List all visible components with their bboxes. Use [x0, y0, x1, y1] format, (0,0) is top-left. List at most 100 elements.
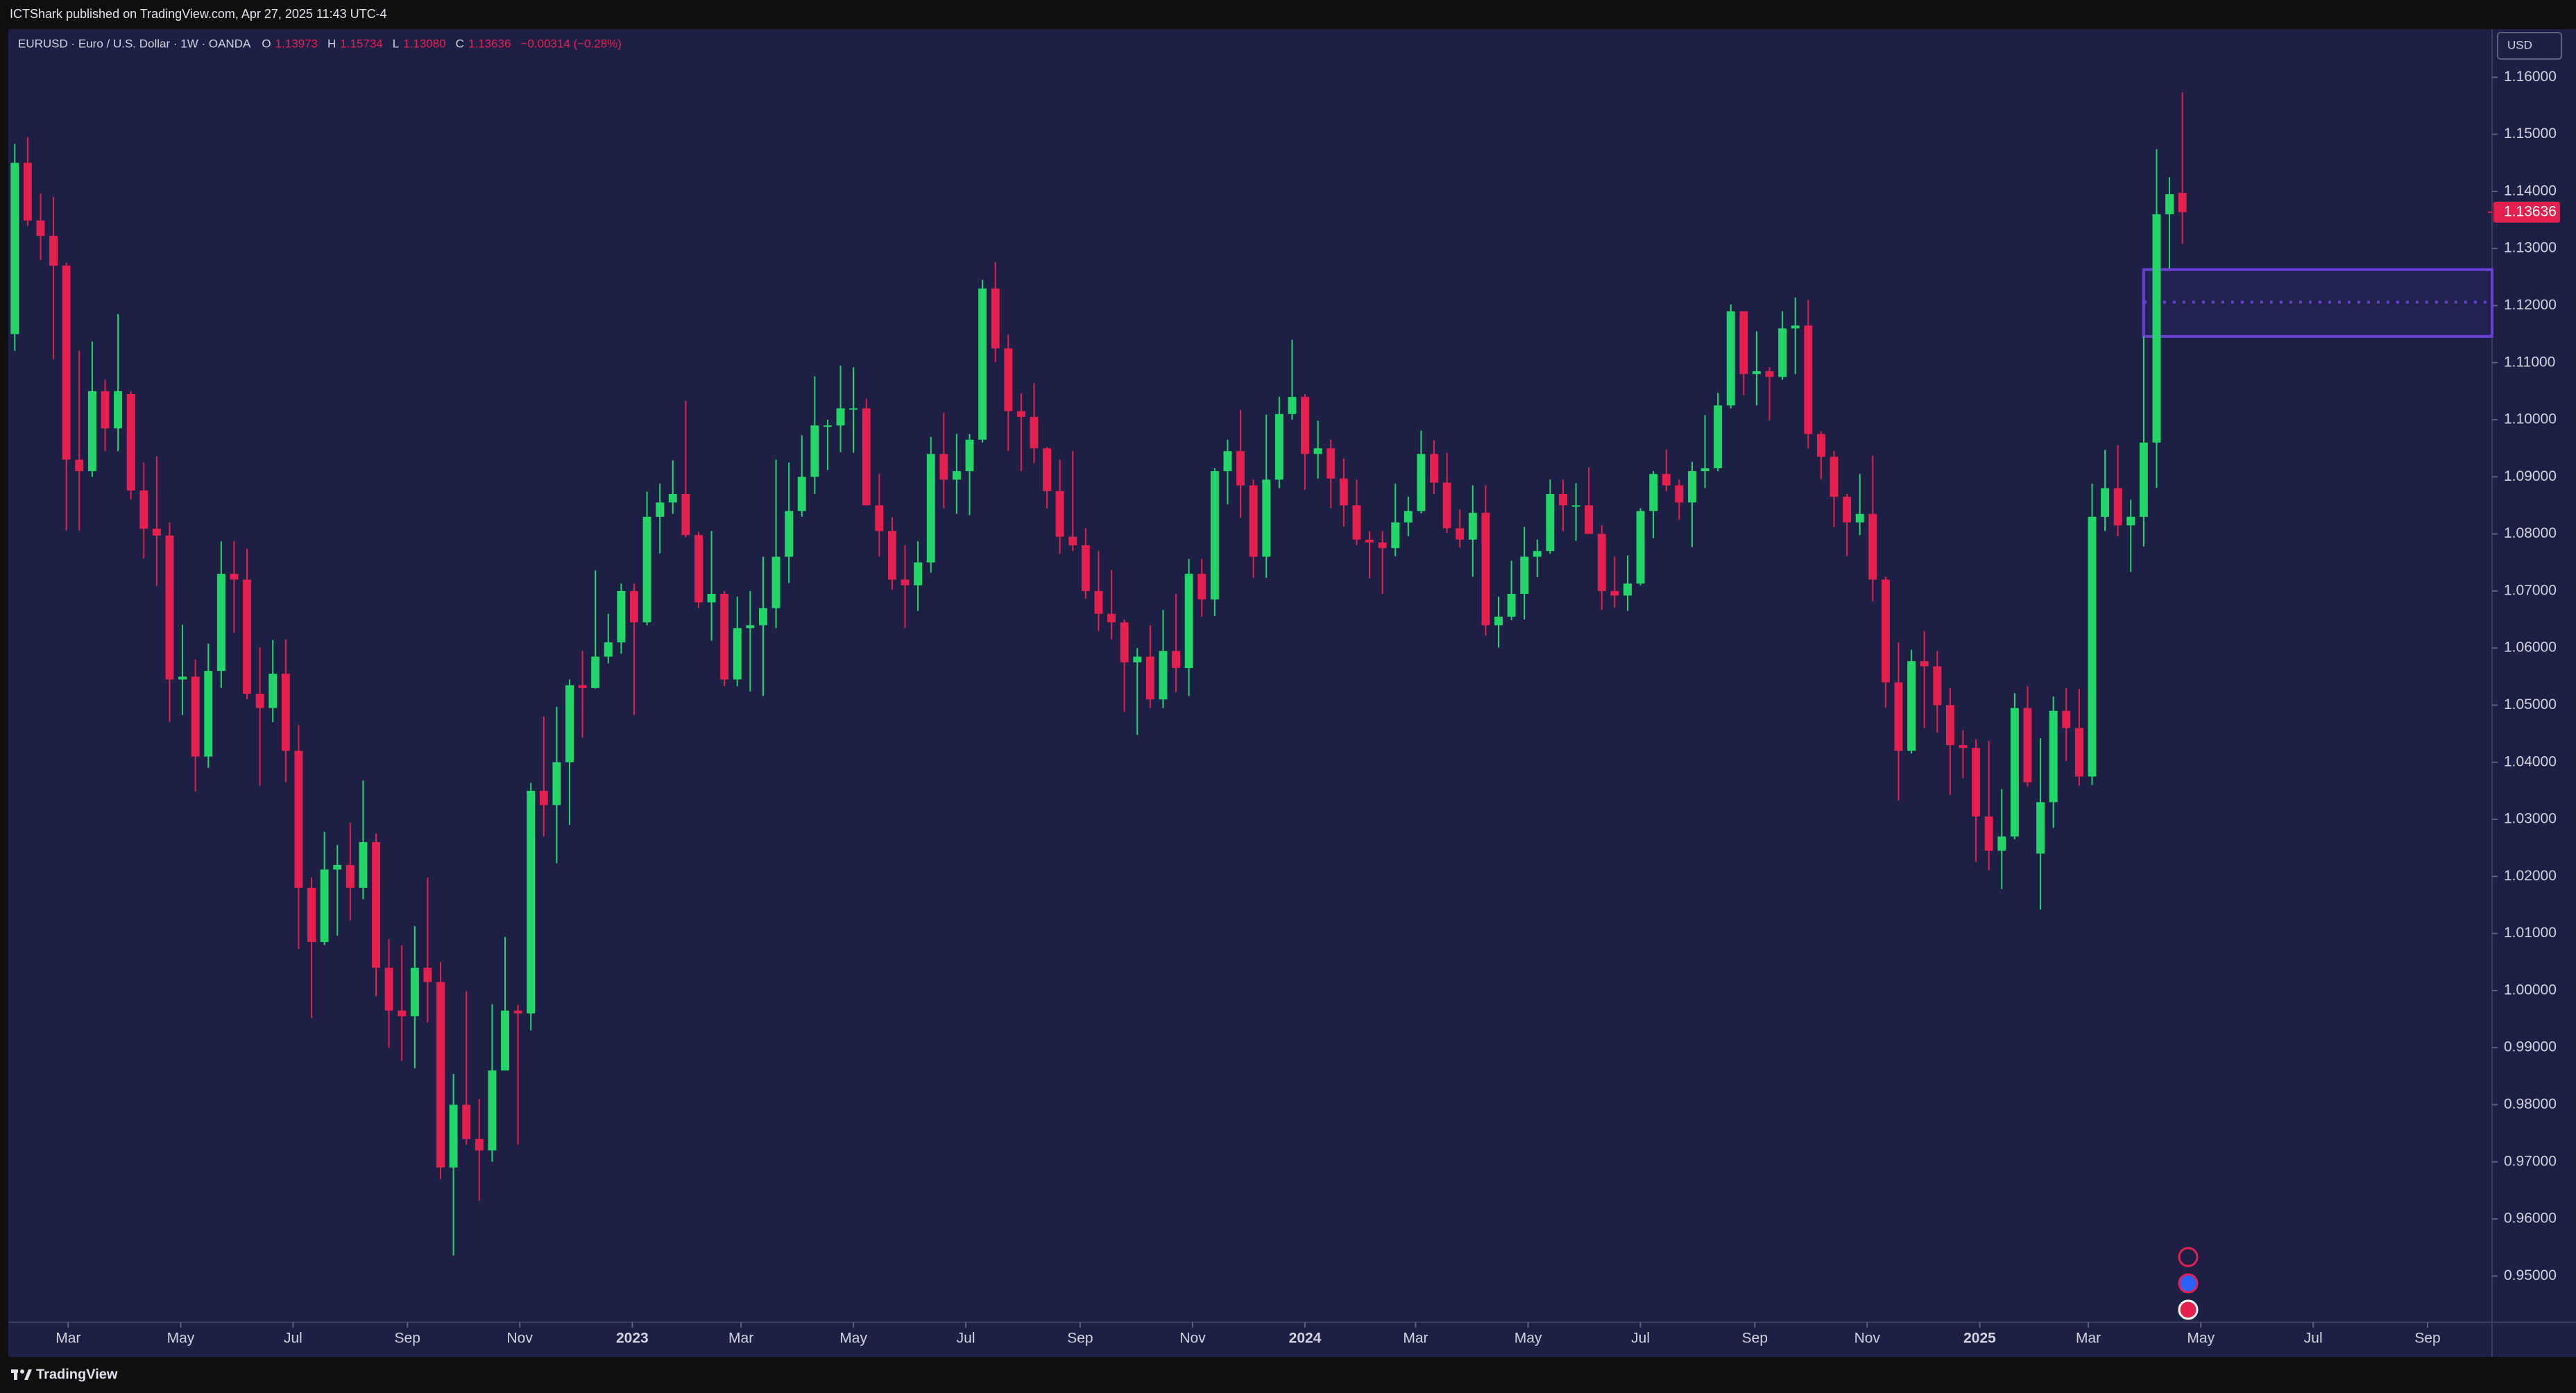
candle-body	[243, 579, 252, 694]
candle-body	[372, 841, 380, 968]
candle-body	[539, 790, 548, 805]
candle-body	[1816, 434, 1825, 457]
candles	[10, 92, 2187, 1256]
candle-body	[1945, 705, 1954, 746]
x-tick-label: Mar	[1403, 1331, 1428, 1347]
y-tick-label: 1.02000	[2504, 868, 2557, 884]
candle-body	[1378, 542, 1387, 549]
candle-body	[178, 676, 187, 680]
candle-body	[1430, 454, 1438, 483]
candle-body	[617, 590, 626, 642]
candle-body	[527, 790, 536, 1014]
legend-key: H	[327, 37, 336, 50]
candle-body	[333, 864, 342, 870]
x-tick-label: May	[839, 1331, 867, 1347]
candle-body	[668, 494, 677, 503]
candle-body	[1004, 348, 1013, 411]
candle-body	[513, 1010, 522, 1014]
candle-body	[2074, 728, 2083, 777]
candle-body	[1804, 325, 1813, 434]
y-tick-label: 1.14000	[2504, 182, 2557, 198]
candle-body	[1301, 397, 1309, 454]
candle-body	[1184, 574, 1193, 668]
candle-body	[1352, 505, 1361, 540]
y-tick-label: 1.07000	[2504, 582, 2557, 598]
candle-body	[1559, 494, 1567, 506]
candle-body	[746, 625, 755, 629]
candle-body	[126, 393, 135, 491]
y-tick-label: 1.03000	[2504, 811, 2557, 827]
y-tick-label: 1.13000	[2504, 240, 2557, 256]
candle-body	[1533, 551, 1542, 557]
x-tick-label: May	[2187, 1331, 2215, 1347]
y-tick-label: 1.12000	[2504, 297, 2557, 313]
candle-body	[139, 490, 148, 529]
logo-part	[20, 1369, 24, 1374]
candle-body	[2049, 710, 2058, 803]
event-icons	[2178, 1247, 2199, 1320]
currency-label: USD	[2507, 38, 2532, 51]
candle-body	[1843, 497, 1852, 523]
candle-body	[384, 967, 393, 1011]
candle-body	[1700, 468, 1709, 472]
candle-body	[1120, 622, 1129, 663]
candle-body	[2178, 193, 2187, 212]
y-tick-label: 0.97000	[2504, 1153, 2557, 1169]
candle-body	[978, 288, 987, 440]
candle-body	[591, 656, 600, 688]
candle-body	[1288, 397, 1297, 414]
y-tick-label: 1.15000	[2504, 126, 2557, 142]
candle-body	[62, 265, 71, 460]
candle-body	[1172, 651, 1181, 668]
candle-body	[1933, 666, 1942, 706]
candle-body	[1223, 451, 1232, 472]
x-tick-label: 2023	[616, 1331, 649, 1347]
candle-body	[2088, 516, 2097, 777]
y-tick-label: 1.10000	[2504, 411, 2557, 427]
candle-body	[991, 288, 1000, 349]
candle-body	[720, 594, 729, 680]
candle-body	[965, 439, 974, 472]
candle-body	[346, 864, 355, 888]
event-icon[interactable]	[2178, 1273, 2199, 1294]
logo-part	[14, 1369, 17, 1380]
candle-body	[1210, 471, 1219, 600]
candle-body	[771, 556, 781, 608]
candle-body	[1649, 474, 1658, 511]
candle-body	[1610, 590, 1619, 596]
x-tick-label: Jul	[2304, 1331, 2323, 1347]
candle-body	[10, 162, 19, 334]
candle-body	[320, 869, 329, 942]
candle-body	[1468, 513, 1477, 540]
candle-body	[23, 162, 32, 221]
candle-body	[1481, 513, 1490, 626]
candle-body	[1313, 448, 1322, 454]
candle-body	[758, 608, 767, 626]
candle-body	[75, 459, 84, 472]
candle-body	[1597, 533, 1606, 591]
candle-body	[1197, 574, 1206, 600]
candle-body	[849, 408, 858, 410]
y-tick-label: 1.00000	[2504, 982, 2557, 998]
candle-body	[307, 887, 316, 942]
candle-body	[488, 1070, 497, 1151]
event-icon[interactable]	[2178, 1247, 2199, 1267]
candle-body	[359, 841, 368, 888]
candle-body	[681, 494, 690, 536]
legend-change: −0.00314 (−0.28%)	[520, 37, 622, 50]
candle-body	[797, 477, 806, 511]
x-tick-label: Jul	[284, 1331, 302, 1347]
candle-body	[2165, 194, 2174, 214]
candle-body	[733, 628, 742, 680]
candle-body	[1675, 485, 1684, 503]
candle-body	[1107, 613, 1116, 623]
x-tick-label: Sep	[2414, 1331, 2440, 1347]
candle-body	[423, 967, 432, 982]
candle-body	[1145, 656, 1154, 700]
candle-body	[398, 1010, 407, 1016]
event-icon[interactable]	[2178, 1299, 2199, 1320]
candle-body	[1262, 479, 1271, 557]
candle-body	[810, 425, 819, 477]
candle-body	[836, 408, 845, 426]
x-tick-label: Mar	[56, 1331, 80, 1347]
